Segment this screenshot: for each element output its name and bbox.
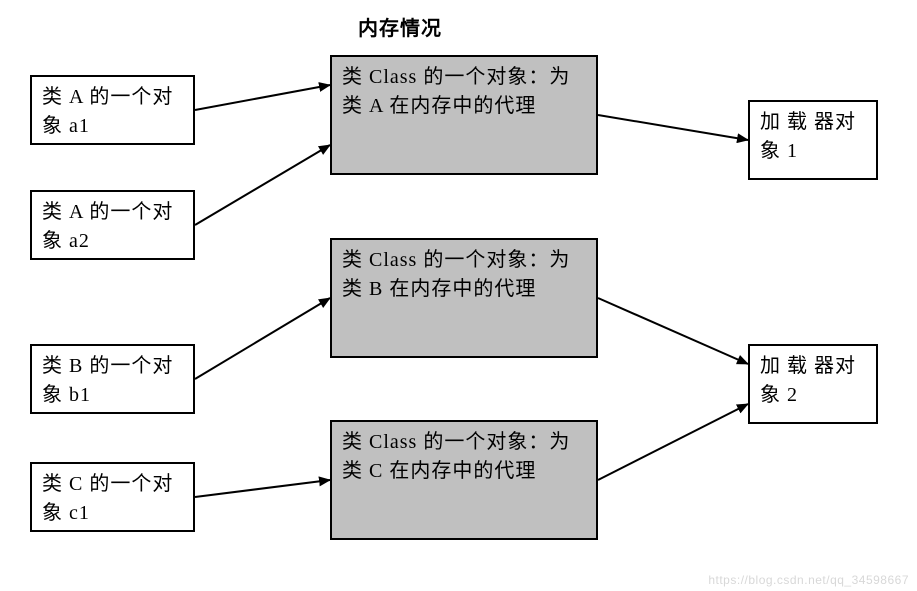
node-loader-1: 加 载 器对象 1 — [748, 100, 878, 180]
watermark-text: https://blog.csdn.net/qq_34598667 — [708, 573, 909, 587]
edge-clsB-to-ld2 — [598, 298, 748, 364]
node-class-proxy-a: 类 Class 的一个对象：为类 A 在内存中的代理 — [330, 55, 598, 175]
node-class-proxy-b: 类 Class 的一个对象：为类 B 在内存中的代理 — [330, 238, 598, 358]
node-object-c1: 类 C 的一个对象 c1 — [30, 462, 195, 532]
diagram-stage: 内存情况 类 A 的一个对象 a1 类 A 的一个对象 a2 类 B 的一个对象… — [0, 0, 917, 591]
edge-c1-to-clsC — [195, 480, 330, 497]
edge-clsA-to-ld1 — [598, 115, 748, 140]
edge-a2-to-clsA — [195, 145, 330, 225]
node-object-b1: 类 B 的一个对象 b1 — [30, 344, 195, 414]
node-object-a1: 类 A 的一个对象 a1 — [30, 75, 195, 145]
edge-clsC-to-ld2 — [598, 404, 748, 480]
edge-a1-to-clsA — [195, 85, 330, 110]
node-class-proxy-c: 类 Class 的一个对象：为类 C 在内存中的代理 — [330, 420, 598, 540]
diagram-title: 内存情况 — [358, 12, 442, 41]
edge-b1-to-clsB — [195, 298, 330, 379]
node-object-a2: 类 A 的一个对象 a2 — [30, 190, 195, 260]
node-loader-2: 加 载 器对象 2 — [748, 344, 878, 424]
